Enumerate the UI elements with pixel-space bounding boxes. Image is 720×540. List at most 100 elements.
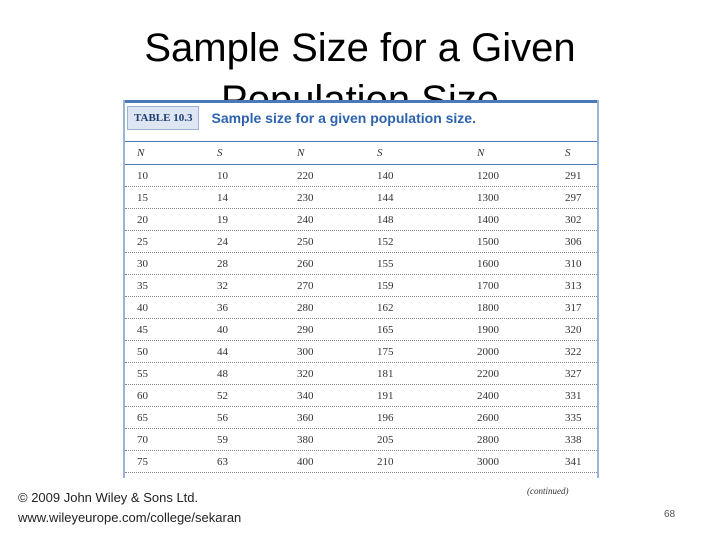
table-row: 15 14 230 144 1300 297 xyxy=(125,187,597,209)
table-cell: 317 xyxy=(565,301,582,314)
table-row: 60 52 340 191 2400 331 xyxy=(125,385,597,407)
table-cell: 1400 xyxy=(477,213,499,226)
table-cell: 65 xyxy=(137,411,148,424)
table-cell: 55 xyxy=(137,367,148,380)
table-cell: 10 xyxy=(217,169,228,182)
table-cell: 1600 xyxy=(477,257,499,270)
table-cell: 297 xyxy=(565,191,582,204)
table-cell: 25 xyxy=(137,235,148,248)
table-cell: 36 xyxy=(217,301,228,314)
table-cell: 75 xyxy=(137,455,148,468)
table-cell: 152 xyxy=(377,235,394,248)
table-cell: 2800 xyxy=(477,433,499,446)
table-cell: 30 xyxy=(137,257,148,270)
table-cell: 155 xyxy=(377,257,394,270)
table-cell: 45 xyxy=(137,323,148,336)
table-cell: 1700 xyxy=(477,279,499,292)
footer: © 2009 John Wiley & Sons Ltd. www.wileye… xyxy=(18,488,241,528)
table-cell: 1900 xyxy=(477,323,499,336)
table-body: N S N S N S 10 10 220 140 1200 291 15 14 230 144 1300 297… xyxy=(125,141,597,478)
table-cell: 32 xyxy=(217,279,228,292)
table-row: 30 28 260 155 1600 310 xyxy=(125,253,597,275)
table-cell: 400 xyxy=(297,455,314,468)
table-cell: 15 xyxy=(137,191,148,204)
table-cell: 290 xyxy=(297,323,314,336)
table-cell: 380 xyxy=(297,433,314,446)
table-cell: 20 xyxy=(137,213,148,226)
table-cell: 2000 xyxy=(477,345,499,358)
table-cell: 331 xyxy=(565,389,582,402)
table-row: 55 48 320 181 2200 327 xyxy=(125,363,597,385)
table-cell: 306 xyxy=(565,235,582,248)
table-row: 35 32 270 159 1700 313 xyxy=(125,275,597,297)
table-cell: 24 xyxy=(217,235,228,248)
table-row: 80 66 420 217 3500 346 xyxy=(125,473,597,479)
table-cell: 40 xyxy=(137,301,148,314)
table-cell: 3500 xyxy=(477,478,499,479)
column-header: S xyxy=(217,147,223,159)
table-cell: 240 xyxy=(297,213,314,226)
table-cell: 338 xyxy=(565,433,582,446)
table-cell: 1800 xyxy=(477,301,499,314)
column-header: N xyxy=(477,147,485,159)
table-cell: 59 xyxy=(217,433,228,446)
table-cell: 80 xyxy=(137,478,148,479)
table-cell: 341 xyxy=(565,455,582,468)
table-cell: 340 xyxy=(297,389,314,402)
table-cell: 346 xyxy=(565,478,582,479)
table-row: 75 63 400 210 3000 341 xyxy=(125,451,597,473)
table-cell: 28 xyxy=(217,257,228,270)
table-cell: 2200 xyxy=(477,367,499,380)
table-cell: 420 xyxy=(297,478,314,479)
table-cell: 300 xyxy=(297,345,314,358)
column-header: N xyxy=(137,147,145,159)
table-cell: 335 xyxy=(565,411,582,424)
table-cell: 260 xyxy=(297,257,314,270)
table-row: 50 44 300 175 2000 322 xyxy=(125,341,597,363)
table-cell: 50 xyxy=(137,345,148,358)
table-cell: 210 xyxy=(377,455,394,468)
table-cell: 19 xyxy=(217,213,228,226)
table-cell: 52 xyxy=(217,389,228,402)
table-cell: 230 xyxy=(297,191,314,204)
table-cell: 320 xyxy=(297,367,314,380)
table-cell: 48 xyxy=(217,367,228,380)
table-header: TABLE 10.3 Sample size for a given popul… xyxy=(125,100,597,133)
table-cell: 140 xyxy=(377,169,394,182)
table-row: 25 24 250 152 1500 306 xyxy=(125,231,597,253)
table-cell: 148 xyxy=(377,213,394,226)
table-cell: 310 xyxy=(565,257,582,270)
table-cell: 322 xyxy=(565,345,582,358)
column-header: S xyxy=(377,147,383,159)
table-cell: 66 xyxy=(217,478,228,479)
table-cell: 1200 xyxy=(477,169,499,182)
table-cell: 60 xyxy=(137,389,148,402)
table-cell: 3000 xyxy=(477,455,499,468)
table-cell: 327 xyxy=(565,367,582,380)
table-cell: 70 xyxy=(137,433,148,446)
table-cell: 196 xyxy=(377,411,394,424)
table-cell: 220 xyxy=(297,169,314,182)
table-cell: 2400 xyxy=(477,389,499,402)
table-cell: 10 xyxy=(137,169,148,182)
table-cell: 2600 xyxy=(477,411,499,424)
table-cell: 63 xyxy=(217,455,228,468)
table-cell: 1300 xyxy=(477,191,499,204)
table-row: 40 36 280 162 1800 317 xyxy=(125,297,597,319)
table-image: TABLE 10.3 Sample size for a given popul… xyxy=(123,100,599,478)
table-cell: 291 xyxy=(565,169,582,182)
table-cell: 1500 xyxy=(477,235,499,248)
table-cell: 165 xyxy=(377,323,394,336)
table-row: 20 19 240 148 1400 302 xyxy=(125,209,597,231)
table-cell: 56 xyxy=(217,411,228,424)
table-cell: 360 xyxy=(297,411,314,424)
table-row: 10 10 220 140 1200 291 xyxy=(125,165,597,187)
url: www.wileyeurope.com/college/sekaran xyxy=(18,510,242,525)
table-cell: 44 xyxy=(217,345,228,358)
column-header: S xyxy=(565,147,571,159)
copyright: © 2009 John Wiley & Sons Ltd. xyxy=(18,490,199,505)
table-cell: 144 xyxy=(377,191,394,204)
table-cell: 302 xyxy=(565,213,582,226)
